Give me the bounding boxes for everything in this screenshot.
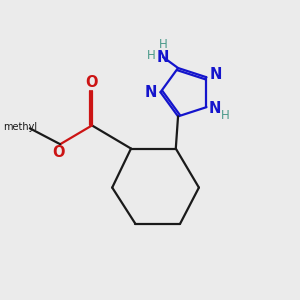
Text: H: H — [221, 109, 230, 122]
Text: N: N — [157, 50, 169, 64]
Text: methyl: methyl — [3, 122, 37, 132]
Text: H: H — [146, 49, 155, 62]
Text: N: N — [208, 101, 221, 116]
Text: N: N — [209, 67, 222, 82]
Text: O: O — [86, 75, 98, 90]
Text: H: H — [159, 38, 168, 51]
Text: N: N — [145, 85, 158, 100]
Text: O: O — [52, 145, 65, 160]
